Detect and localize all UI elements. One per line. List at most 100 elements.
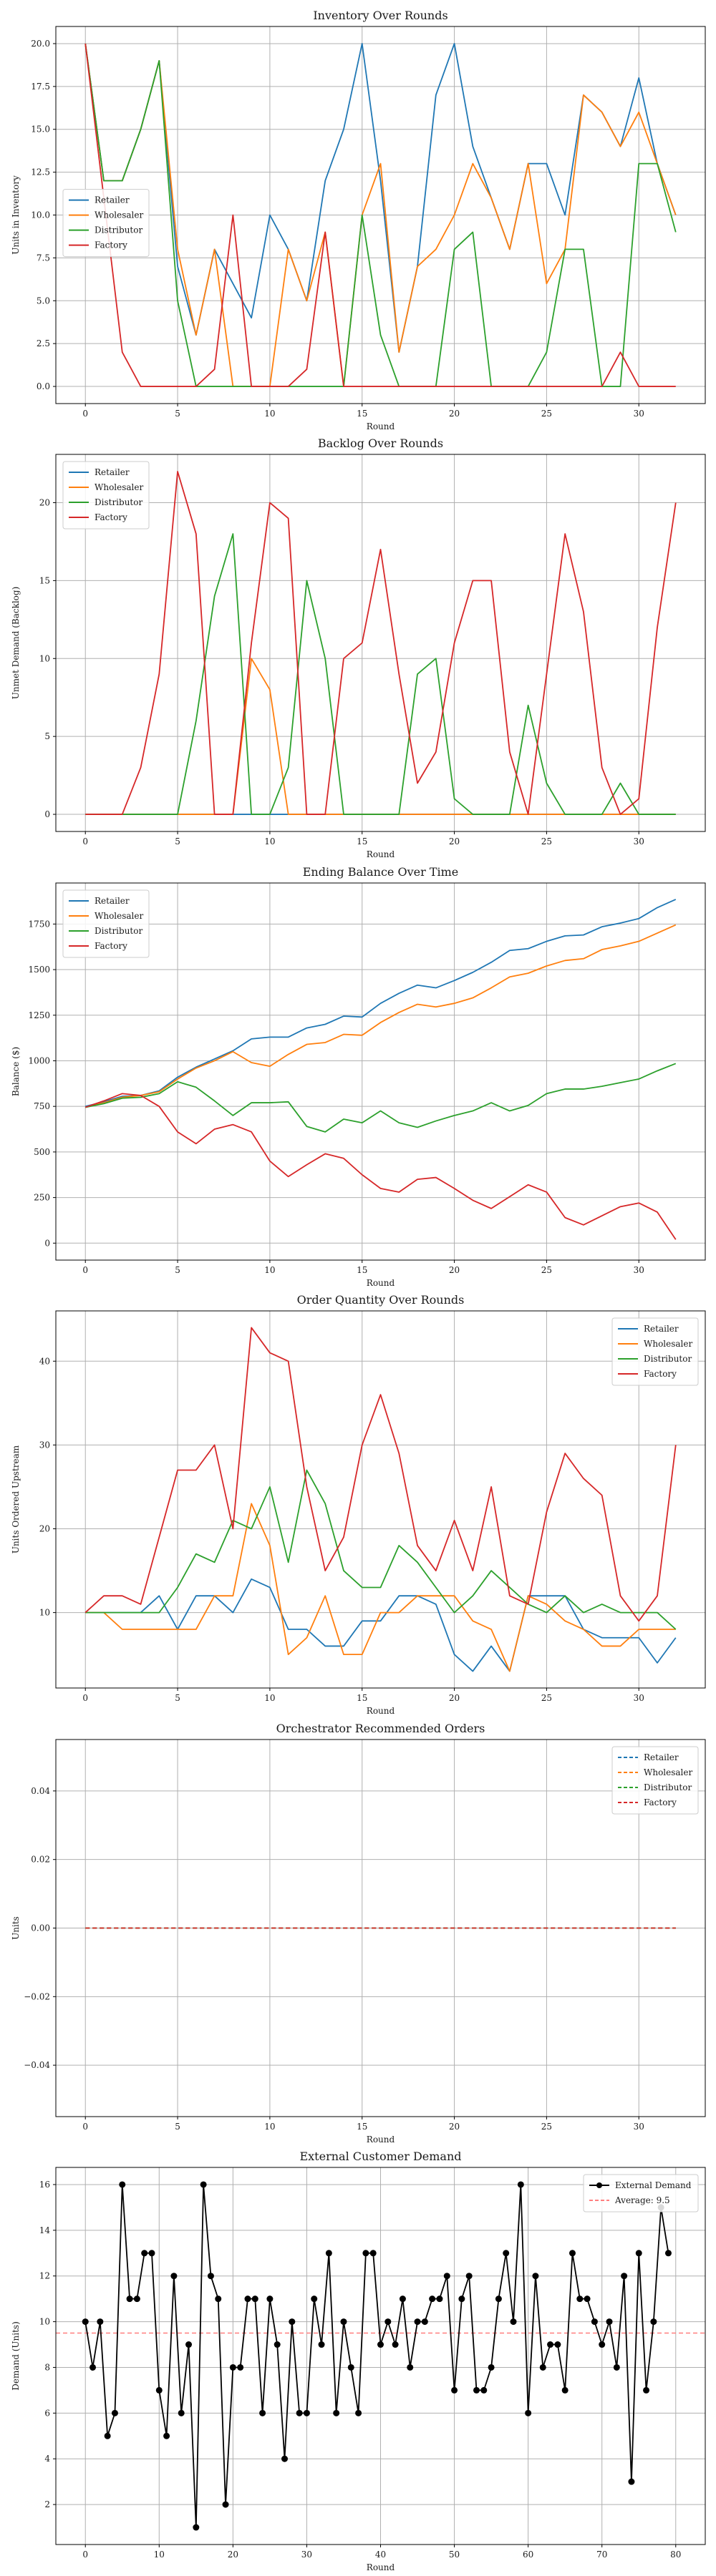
series-line-distributor [84, 43, 677, 387]
data-point [584, 2296, 591, 2303]
y-tick-label: 1750 [28, 919, 50, 929]
x-tick-label: 10 [264, 409, 275, 419]
y-tick-label: 20.0 [31, 39, 50, 49]
data-point [539, 2363, 546, 2371]
series-line-distributor [85, 533, 676, 815]
chart-panel-3: Order Quantity Over Rounds 0 5 10 15 20 25 30 10… [11, 1293, 706, 1716]
data-point [111, 2409, 118, 2416]
data-point [281, 2455, 289, 2462]
y-tick-label: 2.5 [37, 338, 50, 348]
legend-marker [596, 2182, 602, 2188]
y-tick-label: 10.0 [31, 210, 50, 220]
series-line-factory [84, 1327, 677, 1622]
x-tick-label: 0 [82, 409, 88, 419]
y-tick-label: 30 [39, 1440, 50, 1450]
chart-title: Backlog Over Rounds [318, 436, 443, 450]
series-line-retailer [85, 1578, 677, 1672]
data-point [141, 2250, 148, 2257]
data-point [473, 2386, 480, 2394]
legend-label: Retailer [95, 896, 130, 906]
data-point [532, 2273, 539, 2280]
y-tick-label: 0 [44, 1238, 50, 1248]
legend-label: Wholesaler [644, 1339, 692, 1349]
series-line-distributor [85, 1469, 677, 1630]
y-tick-label: 250 [34, 1193, 50, 1203]
x-tick-label: 30 [634, 1693, 644, 1703]
x-tick-label: 0 [82, 836, 88, 847]
x-tick-label: 20 [449, 409, 460, 419]
legend-box [583, 2174, 699, 2212]
chart-panel-2: Ending Balance Over Time 0 5 10 15 20 25 30 0 250… [11, 865, 706, 1288]
plot-frame [55, 1310, 706, 1689]
y-tick-label: 2 [44, 2499, 50, 2509]
series-line-wholesaler [84, 43, 677, 387]
x-tick-label: 5 [175, 1693, 180, 1703]
data-point [318, 2341, 325, 2348]
x-tick-label: 30 [634, 2122, 644, 2132]
y-tick-label: 1250 [28, 1010, 50, 1020]
legend-label: Wholesaler [644, 1767, 692, 1777]
data-point [244, 2296, 251, 2303]
chart-panel-0: Inventory Over Rounds 0 5 10 15 20 25 30 0.0 2.5 5… [11, 9, 706, 431]
data-point [392, 2341, 399, 2348]
data-point [517, 2181, 524, 2188]
y-tick-label: 12 [39, 2271, 50, 2281]
data-point [215, 2296, 222, 2303]
y-tick-label: 10 [39, 1608, 50, 1618]
data-point [325, 2250, 332, 2257]
y-tick-label: 0 [44, 809, 50, 819]
x-tick-label: 0 [82, 1265, 88, 1275]
data-point [599, 2341, 606, 2348]
y-tick-label: 4 [44, 2454, 50, 2464]
data-point [222, 2501, 229, 2508]
data-point [606, 2318, 613, 2326]
y-tick-label: 5 [44, 731, 50, 741]
data-point [90, 2363, 97, 2371]
legend: Retailer Wholesaler Distributor Factory [611, 1746, 699, 1815]
data-point [377, 2341, 384, 2348]
data-point [259, 2409, 266, 2416]
data-point [97, 2318, 104, 2326]
data-point [333, 2409, 340, 2416]
y-axis-label: Units in Inventory [11, 175, 21, 255]
x-tick-label: 0 [82, 2122, 88, 2132]
y-axis-label: Units [11, 1916, 21, 1940]
legend-label: Retailer [644, 1324, 679, 1334]
y-axis-label: Balance ($) [11, 1047, 21, 1096]
x-tick-label: 10 [264, 2122, 275, 2132]
legend: Retailer Wholesaler Distributor Factory [62, 461, 150, 530]
series-line-distributor [85, 1063, 677, 1133]
series-line-external [84, 2184, 669, 2528]
y-tick-label: 0.02 [31, 1855, 50, 1865]
data-point [251, 2296, 258, 2303]
data-point [628, 2478, 635, 2485]
x-tick-label: 30 [634, 1265, 644, 1275]
legend-label: Distributor [95, 497, 142, 507]
data-point [340, 2318, 347, 2326]
y-tick-label: 500 [34, 1147, 50, 1157]
data-point [155, 2386, 163, 2394]
legend: Retailer Wholesaler Distributor Factory [611, 1317, 699, 1386]
data-point [465, 2273, 473, 2280]
y-axis-label: Demand (Units) [11, 2321, 21, 2391]
x-tick-label: 15 [357, 836, 367, 847]
x-axis-label: Round [367, 2562, 395, 2572]
legend-label: Retailer [95, 467, 130, 477]
y-axis-label: Unmet Demand (Backlog) [11, 587, 21, 700]
data-point [185, 2341, 193, 2348]
data-point [133, 2296, 140, 2303]
x-tick-label: 20 [449, 836, 460, 847]
data-point [104, 2432, 111, 2439]
x-tick-label: 5 [175, 836, 180, 847]
x-tick-label: 20 [449, 1693, 460, 1703]
legend-label: Distributor [95, 225, 142, 235]
series-line-factory [84, 1093, 677, 1240]
legend-label: Wholesaler [95, 911, 143, 921]
x-axis-label: Round [367, 421, 395, 431]
data-point [296, 2409, 303, 2416]
data-point [436, 2296, 443, 2303]
data-point [576, 2296, 584, 2303]
x-tick-label: 0 [82, 1693, 88, 1703]
data-point [347, 2363, 354, 2371]
